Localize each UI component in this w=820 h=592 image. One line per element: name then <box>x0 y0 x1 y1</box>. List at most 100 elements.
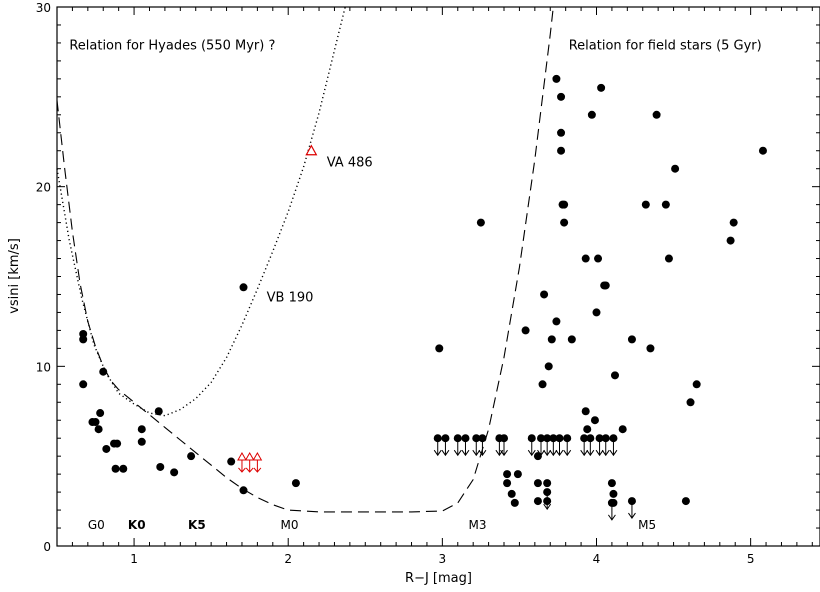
data-point <box>686 398 695 407</box>
data-point <box>227 457 236 466</box>
upper-limit-arrow <box>609 438 618 457</box>
data-point <box>758 146 767 155</box>
data-point <box>726 236 735 245</box>
data-point <box>91 418 100 427</box>
data-point <box>560 200 569 209</box>
data-point <box>729 218 738 227</box>
data-point <box>547 335 556 344</box>
data-point <box>664 254 673 263</box>
data-point <box>618 425 627 434</box>
data-point <box>533 479 542 488</box>
data-point <box>609 489 618 498</box>
upper-limit-arrow <box>461 438 470 457</box>
data-point <box>137 437 146 446</box>
annotation-label: Relation for Hyades (550 Myr) ? <box>69 39 275 54</box>
red-limit-triangle-point <box>237 451 247 473</box>
data-point <box>610 371 619 380</box>
x-tick-label: 2 <box>284 552 292 566</box>
x-tick-label: 1 <box>130 552 138 566</box>
upper-limit-arrow <box>580 438 589 457</box>
data-point <box>170 468 179 477</box>
data-point <box>557 92 566 101</box>
data-point <box>96 409 105 418</box>
data-point <box>581 254 590 263</box>
data-point <box>607 479 616 488</box>
upper-limit-arrow <box>586 438 595 457</box>
upper-limit-arrow <box>441 438 450 457</box>
data-point <box>652 110 661 119</box>
upper-limit-arrow <box>595 438 604 457</box>
data-point <box>592 308 601 317</box>
data-point <box>137 425 146 434</box>
axis-ticks <box>57 7 820 546</box>
data-point <box>557 128 566 137</box>
data-point <box>521 326 530 335</box>
data-point <box>503 470 512 479</box>
upper-limit-arrow <box>537 438 545 457</box>
upper-limit-arrow <box>453 438 462 457</box>
data-point <box>239 283 248 292</box>
axis-tick-labels: 1 2 3 4 5 0 10 20 30 <box>36 1 755 566</box>
upper-limit-arrow <box>628 501 636 519</box>
data-point <box>581 407 590 416</box>
data-point <box>79 335 88 344</box>
data-point <box>587 110 596 119</box>
red-limit-triangle-point <box>244 451 255 473</box>
spectral-type-label: M3 <box>469 518 487 532</box>
upper-limit-arrow <box>543 438 552 457</box>
data-point <box>507 489 516 498</box>
x-axis-label: R−J [mag] <box>405 571 472 586</box>
data-point <box>119 464 128 473</box>
data-point <box>544 362 553 371</box>
data-point <box>476 218 485 227</box>
upper-limit-arrow <box>478 438 487 457</box>
x-tick-label: 3 <box>439 552 447 566</box>
upper-limit-arrow <box>433 438 442 457</box>
data-point <box>187 452 196 461</box>
x-tick-label: 4 <box>593 552 601 566</box>
spectral-type-label: M0 <box>281 518 299 532</box>
y-tick-label: 10 <box>36 360 51 374</box>
spectral-type-labels: G0 K0 K5 M0 M3 M5 <box>88 518 656 532</box>
data-point <box>627 335 636 344</box>
x-tick-label: 5 <box>747 552 755 566</box>
data-point <box>597 83 606 92</box>
data-point <box>601 281 610 290</box>
data-point <box>435 344 444 353</box>
data-point <box>533 497 542 506</box>
data-point <box>239 486 248 495</box>
data-point <box>94 425 103 434</box>
data-point <box>154 407 163 416</box>
spectral-type-label: K0 <box>128 518 146 532</box>
annotations: Relation for Hyades (550 Myr) ? Relation … <box>69 39 761 306</box>
data-point <box>540 290 549 299</box>
data-point <box>594 254 603 263</box>
y-tick-label: 0 <box>43 540 51 554</box>
upper-limit-arrow <box>563 438 572 457</box>
data-point <box>503 479 512 488</box>
spectral-type-label: M5 <box>638 518 656 532</box>
data-point <box>291 479 300 488</box>
data-point <box>646 344 655 353</box>
y-tick-label: 20 <box>36 181 51 195</box>
data-point <box>99 367 108 376</box>
upper-limit-arrow <box>555 438 564 457</box>
upper-limit-arrow <box>500 438 508 457</box>
data-point <box>641 200 650 209</box>
spectral-type-label: K5 <box>188 518 206 532</box>
data-marks <box>79 74 767 521</box>
data-point <box>583 425 592 434</box>
data-point <box>552 317 561 326</box>
data-point <box>552 74 561 83</box>
relation-curve-hyades <box>56 6 346 417</box>
upper-limit-arrow <box>543 492 552 510</box>
upper-limit-arrow <box>549 438 558 457</box>
data-point <box>102 444 111 453</box>
data-point <box>661 200 670 209</box>
annotation-label: VB 190 <box>267 290 314 305</box>
upper-limit-arrow <box>472 438 481 457</box>
data-point <box>156 462 165 471</box>
data-point <box>79 380 88 389</box>
spectral-type-label: G0 <box>88 518 105 532</box>
plot-frame <box>56 6 820 547</box>
